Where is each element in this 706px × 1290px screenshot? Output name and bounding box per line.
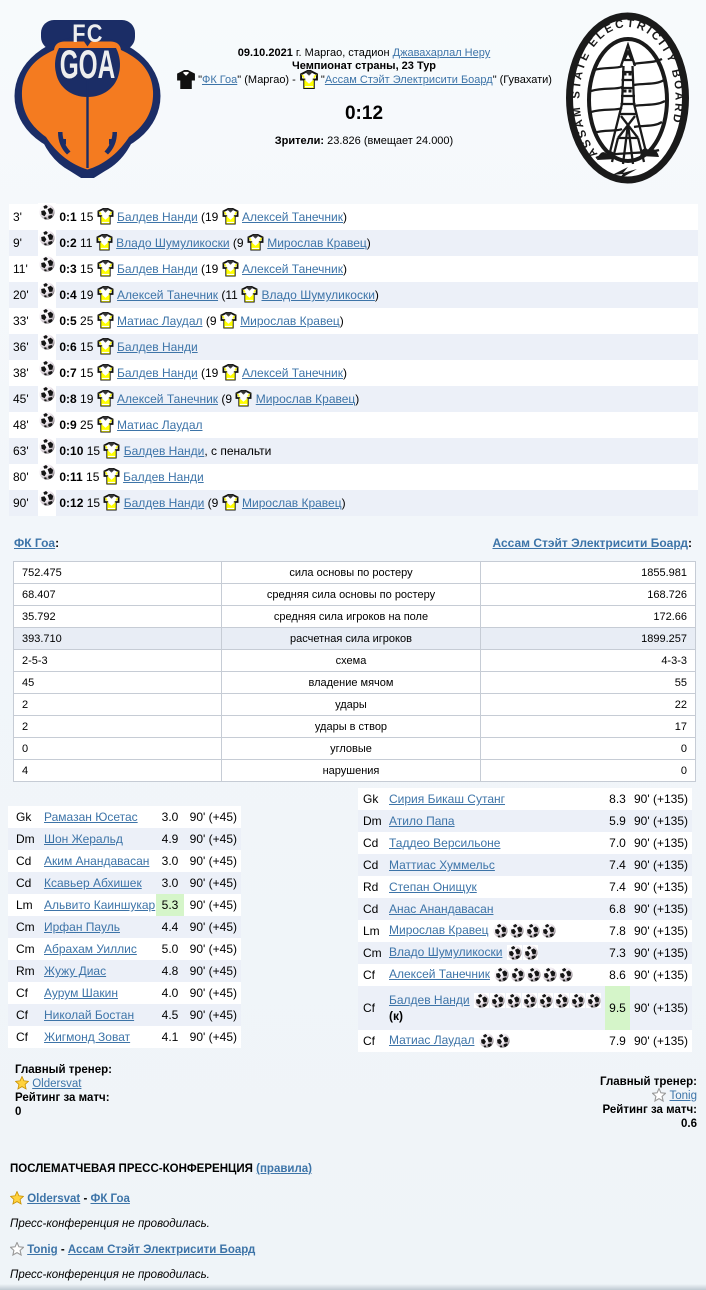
svg-text:FC: FC — [72, 20, 104, 48]
svg-text:GOA: GOA — [60, 43, 116, 88]
